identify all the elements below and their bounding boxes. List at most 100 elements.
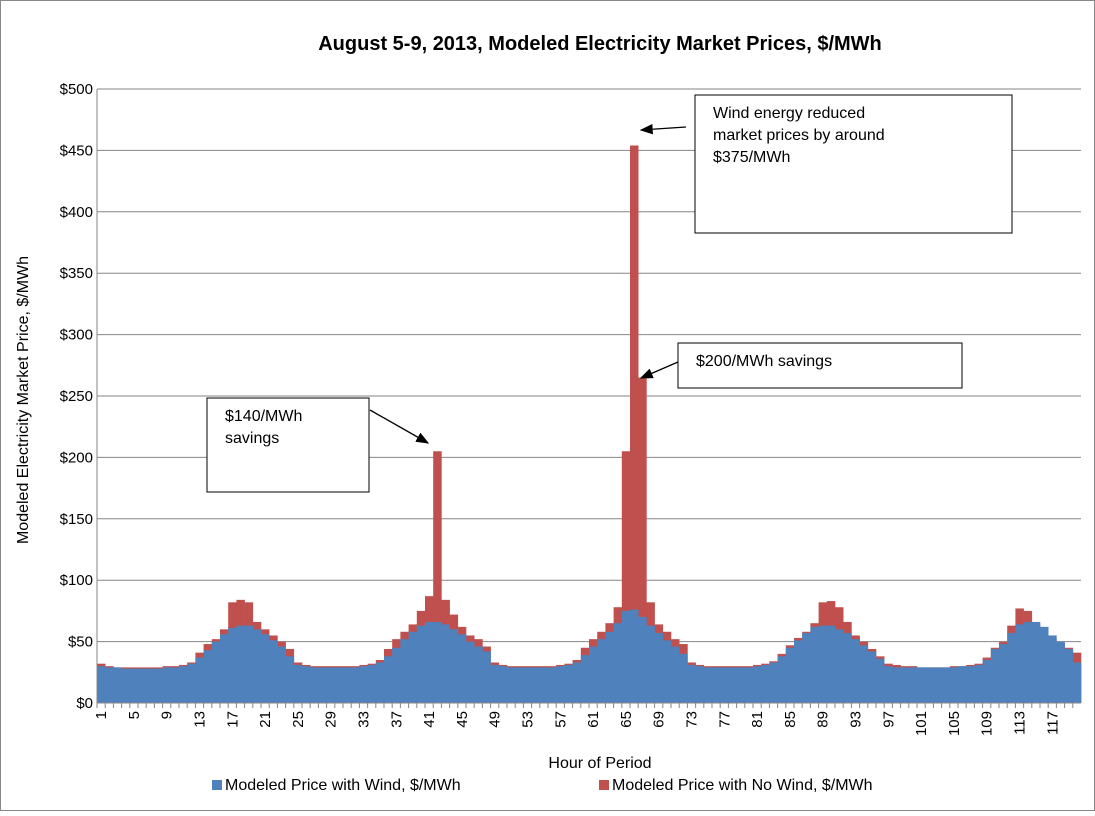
bar: [794, 640, 803, 703]
x-tick-label: 61: [585, 711, 602, 728]
bar: [826, 625, 836, 703]
bar: [851, 639, 860, 703]
bar: [646, 625, 655, 703]
bar: [269, 640, 278, 703]
bar: [228, 628, 237, 703]
bar: [589, 646, 598, 703]
bar: [433, 621, 442, 703]
x-tick-label: 65: [618, 711, 635, 728]
y-tick-label: $350: [60, 265, 93, 282]
bar: [523, 667, 532, 703]
bar: [170, 667, 180, 703]
y-tick-label: $150: [60, 511, 93, 528]
x-tick-label: 57: [552, 711, 569, 728]
x-tick-label: 41: [421, 711, 438, 728]
bar: [892, 667, 901, 703]
x-tick-label: 1: [93, 711, 110, 719]
y-axis-label: Modeled Electricity Market Price, $/MWh: [15, 256, 32, 544]
bar: [367, 664, 377, 703]
bar: [638, 617, 647, 703]
bar: [835, 629, 844, 703]
y-tick-label: $250: [60, 388, 93, 405]
annotation-text: savings: [225, 430, 279, 447]
x-tick-label: 21: [257, 711, 274, 728]
bar: [474, 646, 483, 703]
bar: [351, 667, 360, 703]
legend-swatch: [599, 780, 609, 790]
bar: [416, 625, 426, 703]
bar: [1056, 641, 1065, 703]
bar: [1015, 624, 1024, 703]
bar: [449, 629, 459, 703]
bar: [343, 667, 352, 703]
bar: [736, 667, 746, 703]
bar: [105, 667, 114, 703]
bar: [531, 667, 541, 703]
bar: [876, 658, 885, 703]
x-tick-label: 13: [192, 711, 209, 728]
bar: [761, 664, 770, 703]
bar: [867, 651, 877, 703]
bar: [621, 610, 631, 703]
bar: [220, 634, 229, 703]
bar: [728, 667, 737, 703]
bar: [720, 667, 729, 703]
bar: [466, 641, 475, 703]
x-axis-label: Hour of Period: [548, 755, 651, 772]
bar: [302, 666, 311, 703]
x-tick-label: 29: [323, 711, 340, 728]
bar: [1040, 626, 1049, 703]
annotation-arrow: [639, 361, 679, 379]
bar: [818, 625, 828, 703]
y-tick-label: $500: [60, 81, 93, 98]
bar: [318, 667, 327, 703]
bar: [900, 667, 910, 703]
bar: [810, 626, 819, 703]
bar: [785, 647, 795, 703]
bar: [457, 634, 467, 703]
x-tick-label: 101: [913, 711, 930, 736]
bar: [974, 664, 983, 703]
x-tick-label: 9: [159, 711, 176, 719]
x-tick-label: 5: [126, 711, 143, 719]
bar: [933, 667, 942, 703]
x-tick-label: 77: [716, 711, 733, 728]
bar: [687, 664, 696, 703]
bar: [1064, 648, 1074, 703]
legend-label: Modeled Price with No Wind, $/MWh: [612, 777, 873, 794]
bar: [548, 667, 557, 703]
bar: [671, 646, 680, 703]
bar: [917, 667, 926, 703]
x-tick-label: 49: [487, 711, 504, 728]
bar: [482, 651, 491, 703]
bar: [539, 667, 549, 703]
bar: [195, 657, 204, 703]
bar: [1023, 621, 1033, 703]
bar: [843, 633, 852, 703]
x-tick-label: 97: [880, 711, 897, 728]
bar: [753, 666, 762, 703]
bar: [1031, 621, 1041, 703]
bar: [498, 666, 508, 703]
x-tick-label: 25: [290, 711, 307, 728]
x-tick-label: 33: [356, 711, 373, 728]
bar: [802, 633, 811, 703]
chart-title: August 5-9, 2013, Modeled Electricity Ma…: [318, 33, 882, 55]
x-tick-label: 81: [749, 711, 766, 728]
bar: [408, 631, 418, 703]
x-tick-label: 73: [684, 711, 701, 728]
bar: [392, 647, 401, 703]
bar: [203, 650, 213, 703]
x-tick-label: 113: [1012, 711, 1029, 735]
y-tick-label: $50: [68, 634, 93, 651]
bar: [925, 667, 934, 703]
bar: [244, 625, 254, 703]
x-tick-label: 109: [979, 711, 996, 736]
bar: [433, 451, 442, 703]
y-tick-label: $400: [60, 204, 93, 221]
annotation-text: $140/MWh: [225, 408, 302, 425]
bar: [621, 451, 631, 703]
bar: [154, 668, 163, 703]
bar: [597, 639, 606, 703]
